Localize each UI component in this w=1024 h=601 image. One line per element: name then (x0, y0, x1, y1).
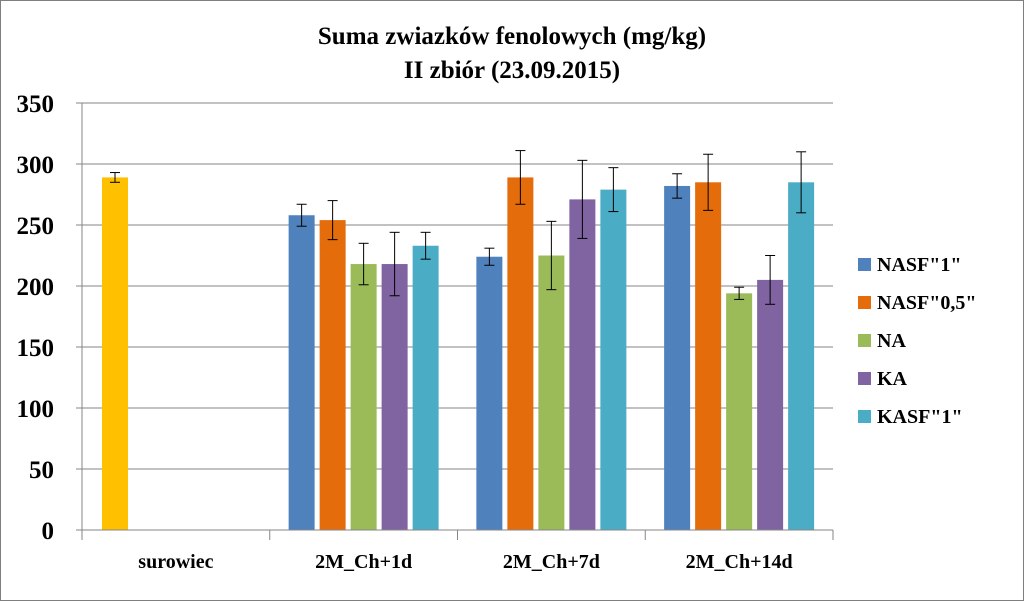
bar (412, 245, 439, 531)
bar (788, 182, 815, 531)
bar (507, 177, 534, 531)
legend-swatch (858, 334, 871, 347)
bar-surowiec (102, 177, 128, 531)
y-tick-label: 100 (17, 396, 55, 423)
y-tick-label: 0 (42, 518, 55, 545)
y-tick-label: 150 (17, 335, 55, 362)
legend-swatch (858, 410, 871, 423)
bar (288, 215, 315, 531)
legend-swatch (858, 372, 871, 385)
bar (538, 255, 565, 530)
x-axis-categories: surowiec 2M_Ch+1d 2M_Ch+7d 2M_Ch+14d (138, 551, 792, 573)
bar (695, 182, 722, 531)
legend-label: NASF"1" (877, 254, 961, 276)
axes (76, 102, 834, 540)
chart-title: Suma zwiazków fenolowych (mg/kg) (318, 23, 706, 50)
x-category-label: 2M_Ch+14d (686, 551, 793, 573)
legend-label: KA (877, 368, 908, 390)
y-tick-label: 200 (17, 274, 55, 301)
error-bars (110, 150, 807, 305)
bar (350, 264, 377, 530)
y-axis-ticks: 0 50 100 150 200 250 300 350 (17, 91, 55, 545)
legend-label: NA (877, 330, 906, 352)
y-tick-label: 300 (17, 152, 55, 179)
x-category-label: surowiec (138, 551, 213, 573)
legend-label: KASF"1" (877, 406, 963, 428)
x-category-label: 2M_Ch+7d (503, 551, 600, 573)
bar (757, 279, 784, 530)
bar (664, 185, 691, 530)
bar (569, 199, 596, 530)
legend: NASF"1" NASF"0,5" NA KA KASF"1" (858, 254, 976, 428)
y-tick-label: 250 (17, 213, 55, 240)
bar (726, 293, 753, 530)
legend-swatch (858, 296, 871, 309)
y-tick-label: 350 (17, 91, 55, 118)
y-tick-label: 50 (29, 457, 54, 484)
bar (319, 220, 346, 530)
bar (381, 264, 408, 530)
chart-subtitle: II zbiór (23.09.2015) (404, 57, 620, 84)
bars (102, 177, 815, 531)
bar (476, 256, 503, 530)
legend-label: NASF"0,5" (877, 292, 976, 314)
x-category-label: 2M_Ch+1d (315, 551, 412, 573)
legend-swatch (858, 258, 871, 271)
bar (600, 189, 627, 530)
